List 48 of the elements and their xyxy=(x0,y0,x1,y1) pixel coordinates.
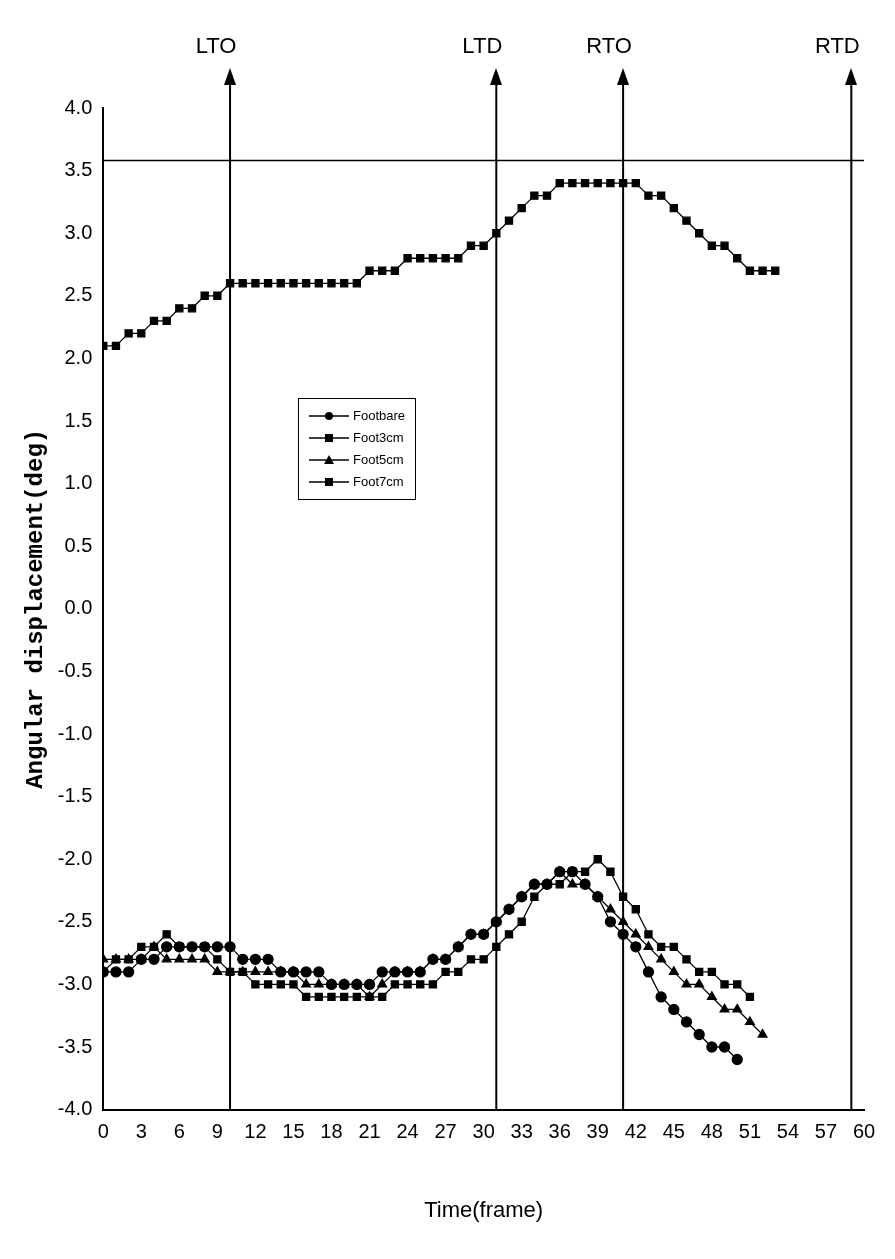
x-tick-label: 24 xyxy=(396,1120,419,1143)
x-tick-label: 36 xyxy=(548,1120,571,1143)
y-tick-label: -1.5 xyxy=(57,784,93,807)
x-tick-label: 45 xyxy=(662,1120,685,1143)
y-tick-label: -2.0 xyxy=(57,846,93,869)
x-axis-title: Time(frame) xyxy=(424,1196,544,1222)
y-tick-label: 2.5 xyxy=(64,283,93,306)
ref-line-label: RTO xyxy=(586,33,632,59)
y-tick-label: -3.5 xyxy=(57,1034,93,1057)
y-tick-label: -4.0 xyxy=(57,1097,93,1120)
y-tick-label: -0.5 xyxy=(57,658,93,681)
ref-line-label: LTD xyxy=(462,33,503,59)
legend-label: Foot5cm xyxy=(353,451,404,469)
x-tick-label: 57 xyxy=(814,1120,838,1143)
y-tick-label: 3.0 xyxy=(64,220,93,243)
x-tick-label: 12 xyxy=(244,1120,267,1143)
legend-label: Foot7cm xyxy=(353,473,404,491)
y-tick-label: 2.0 xyxy=(64,345,93,368)
ref-line-label: LTO xyxy=(195,33,237,59)
x-tick-label: 0 xyxy=(97,1120,109,1143)
x-tick-label: 3 xyxy=(135,1120,147,1143)
y-tick-label: 1.5 xyxy=(64,408,93,431)
y-tick-label: 1.0 xyxy=(64,471,93,494)
y-tick-label: -3.0 xyxy=(57,971,93,994)
x-tick-label: 60 xyxy=(852,1120,876,1143)
x-tick-label: 18 xyxy=(320,1120,343,1143)
x-tick-label: 48 xyxy=(700,1120,723,1143)
x-tick-label: 9 xyxy=(211,1120,223,1143)
x-tick-label: 51 xyxy=(738,1120,762,1143)
legend-label: Footbare xyxy=(353,407,406,425)
y-axis-title: Angular displacement(deg) xyxy=(22,428,50,789)
x-tick-label: 33 xyxy=(510,1120,533,1143)
x-tick-label: 39 xyxy=(586,1120,609,1143)
ref-line-label: RTD xyxy=(814,33,860,59)
x-tick-label: 6 xyxy=(173,1120,185,1143)
x-tick-label: 21 xyxy=(358,1120,381,1143)
y-tick-label: 0.0 xyxy=(64,596,93,619)
x-tick-label: 27 xyxy=(434,1120,457,1143)
legend-label: Foot3cm xyxy=(353,429,404,447)
y-tick-label: 3.5 xyxy=(64,158,93,181)
x-tick-label: 30 xyxy=(472,1120,495,1143)
y-tick-label: 0.5 xyxy=(64,533,93,556)
y-tick-label: 4.0 xyxy=(64,95,93,118)
x-tick-label: 54 xyxy=(776,1120,800,1143)
y-tick-label: -2.5 xyxy=(57,909,93,932)
y-tick-label: -1.0 xyxy=(57,721,93,744)
x-tick-label: 42 xyxy=(624,1120,647,1143)
x-tick-label: 15 xyxy=(282,1120,305,1143)
